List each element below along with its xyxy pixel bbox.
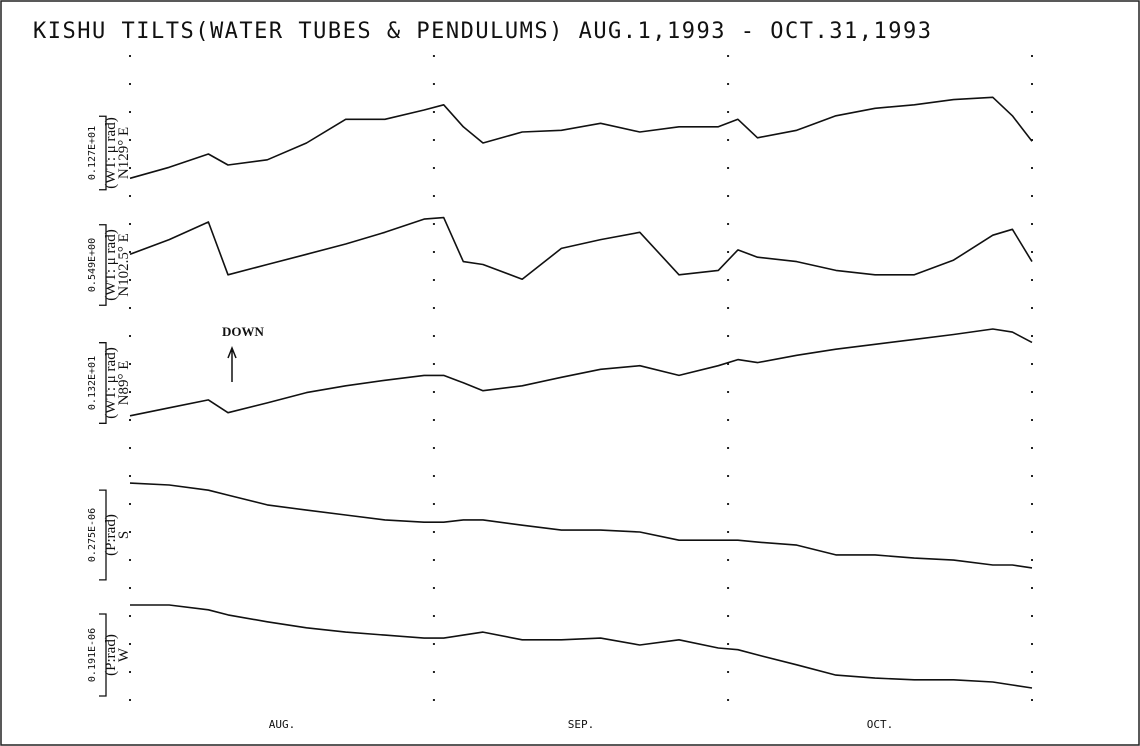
series-line: [130, 604, 1033, 689]
scale-bar: [99, 224, 107, 306]
series-name: N89° E: [116, 361, 132, 406]
scale-bar: [99, 342, 107, 424]
x-tick-label: AUG.: [269, 718, 296, 731]
scale-bar: [99, 489, 107, 581]
unit-label: (WT: μ rad): [103, 229, 119, 300]
scale-label: 0.132E+01: [87, 356, 98, 410]
series-line: [129, 216, 1033, 280]
scale-bar: [99, 613, 107, 697]
annotation: DOWN: [222, 324, 265, 339]
series-line: [129, 328, 1033, 417]
scale-label: 0.191E-06: [87, 628, 98, 682]
series-name: W: [116, 647, 132, 662]
series-line: [129, 96, 1033, 180]
unit-label: (P:rad): [103, 634, 119, 676]
unit-label: (P:rad): [103, 514, 119, 556]
annotation-arrow: [227, 345, 237, 382]
x-tick-label: OCT.: [867, 718, 894, 731]
scale-label: 0.275E-06: [87, 508, 98, 562]
chart-title: KISHU TILTS(WATER TUBES & PENDULUMS) AUG…: [33, 19, 932, 44]
unit-label: (WT: μ rad): [103, 117, 119, 188]
x-tick-label: SEP.: [568, 718, 595, 731]
series-name: N102.5° E: [116, 233, 132, 297]
unit-label: (WT: μ rad): [103, 347, 119, 418]
series-name: N129° E: [116, 127, 132, 179]
scale-label: 0.127E+01: [87, 126, 98, 180]
scale-bar: [99, 115, 107, 191]
series-line: [129, 482, 1033, 569]
scale-label: 0.549E+00: [87, 238, 98, 292]
series-name: S: [116, 531, 132, 539]
